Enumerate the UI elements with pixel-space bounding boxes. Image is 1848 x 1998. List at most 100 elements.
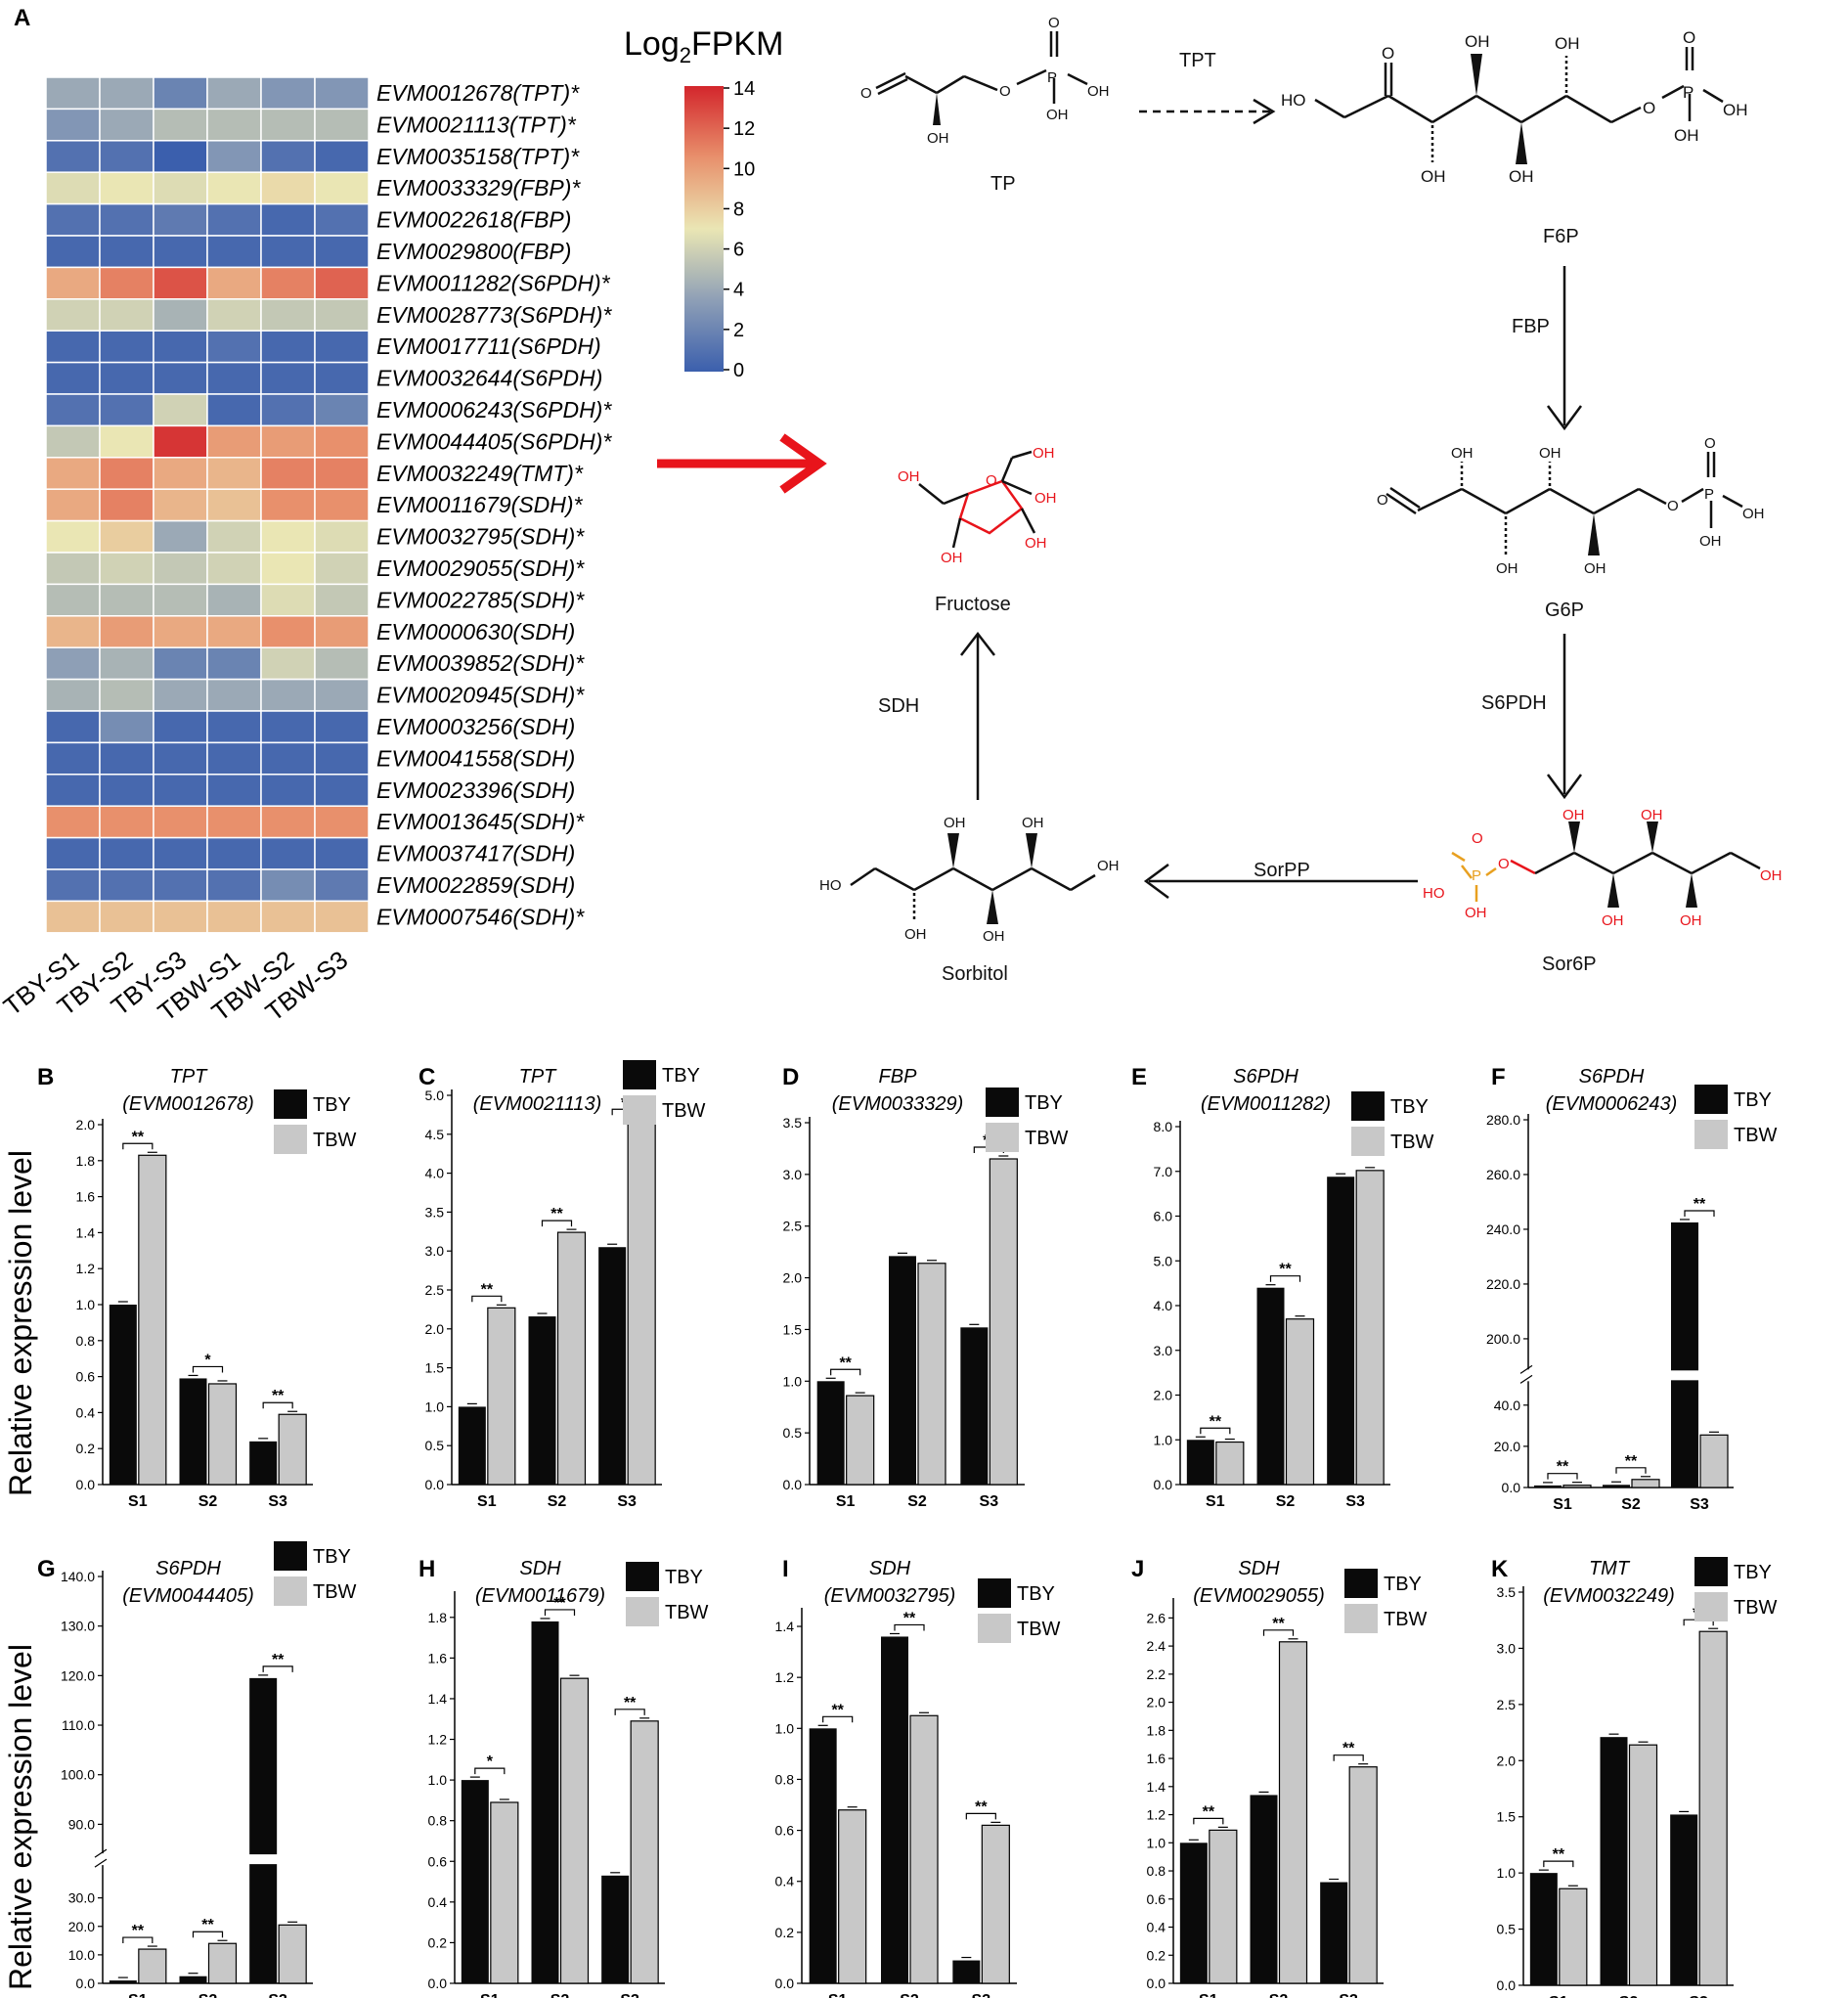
legend-label-tby: TBY: [665, 1567, 703, 1588]
heatmap-cell: [314, 646, 370, 681]
legend-label-tbw: TBW: [1025, 1128, 1069, 1149]
y-tick-label: 200.0: [1486, 1331, 1520, 1347]
bar-tby: [816, 1381, 845, 1485]
bar-charts: B TPT (EVM0012678) 0.0 0.2 0.4 0.6 0.8 1.0 1.2 1.4…: [37, 1060, 1778, 1998]
atom-oh: OH: [1742, 506, 1765, 522]
y-tick-label: 1.4: [76, 1224, 96, 1240]
heatmap-cell: [45, 76, 101, 111]
x-tick-label: S3: [268, 1992, 287, 1998]
heatmap-cell: [99, 488, 154, 522]
heatmap-cell: [99, 868, 154, 903]
heatmap-cell: [45, 330, 101, 364]
heatmap-cell: [153, 488, 208, 522]
heatmap-cell: [314, 900, 370, 934]
atom-oh: OH: [1033, 445, 1055, 462]
heatmap-cell: [260, 710, 316, 744]
bar-tby: [952, 1960, 981, 1983]
heatmap-cell: [153, 298, 208, 332]
heatmap-cell: [45, 900, 101, 934]
y-tick-label: 0.8: [76, 1333, 96, 1349]
bar-tbw: [989, 1158, 1018, 1486]
colorbar-ticks: 14 12 10 8 6 4 2 0: [724, 78, 755, 381]
x-tick-label: S3: [1689, 1994, 1708, 1998]
y-tick-label: 1.5: [783, 1321, 803, 1337]
atom-oh: OH: [1723, 101, 1748, 119]
heatmap-cell: [153, 710, 208, 744]
x-tick-label: S3: [1690, 1496, 1709, 1513]
heatmap-cell: [260, 108, 316, 142]
compound-fructose: Fructose: [935, 594, 1011, 615]
legend-label-tby: TBY: [662, 1065, 700, 1087]
legend-swatch-tby: [986, 1088, 1019, 1117]
y-tick-label: 0.2: [76, 1441, 96, 1456]
bar-tby: [461, 1780, 489, 1983]
heatmap-cell: [260, 140, 316, 173]
atom-o: O: [1643, 99, 1655, 117]
heatmap-cell: [260, 76, 316, 111]
heatmap-cell: [314, 519, 370, 554]
heatmap-cell: [314, 741, 370, 776]
heatmap-cell: [153, 900, 208, 934]
heatmap-cell: [314, 583, 370, 617]
heatmap-cell: [45, 774, 101, 807]
y-tick-label: 2.5: [1497, 1697, 1517, 1712]
atom-oh: OH: [1680, 912, 1702, 929]
heatmap-gene-label: EVM0033329(FBP)*: [376, 175, 581, 200]
y-tick-label: 1.2: [1147, 1807, 1166, 1823]
significance-label: **: [1557, 1459, 1569, 1476]
bar-tby: [179, 1976, 207, 1983]
significance-bracket: [541, 1220, 573, 1227]
significance-bracket: [1684, 1210, 1715, 1217]
heatmap-cell: [99, 646, 154, 681]
atom-p: P: [1683, 83, 1694, 102]
atom-oh: OH: [1496, 560, 1518, 577]
x-tick-label: S2: [1619, 1994, 1639, 1998]
heatmap-gene-label: EVM0022618(FBP): [376, 207, 571, 233]
heatmap-gene-label: EVM0037417(SDH): [376, 841, 575, 866]
heatmap-cell: [206, 235, 262, 269]
y-tick-label: 240.0: [1486, 1221, 1520, 1237]
enzyme-tpt: TPT: [1179, 50, 1216, 71]
bar-chart-k: K TMT (EVM0032249) 0.0 0.5 1.0 1.5 2.0 2.5 3.0 3.5…: [1491, 1556, 1778, 1998]
heatmap-cell: [260, 457, 316, 490]
legend-swatch-tbw: [978, 1614, 1011, 1643]
colorbar: [684, 86, 724, 372]
x-tick-label: S2: [1276, 1493, 1296, 1510]
bar-tbw: [138, 1154, 167, 1486]
bar-tby: [1600, 1737, 1628, 1985]
heatmap-cell: [260, 678, 316, 712]
significance-bracket: [614, 1709, 645, 1715]
legend-swatch-tbw: [1694, 1120, 1728, 1149]
heatmap-row-labels: EVM0012678(TPT)* EVM0021113(TPT)* EVM00351…: [376, 80, 612, 929]
heatmap-cell: [260, 615, 316, 648]
bar-tbw: [278, 1413, 307, 1486]
legend-label-tby: TBY: [313, 1094, 351, 1116]
y-tick-label: 10.0: [68, 1947, 95, 1963]
sor6p-structure: [1451, 821, 1761, 908]
enzyme-sdh: SDH: [878, 695, 919, 717]
bar-tby: [1603, 1485, 1630, 1487]
heatmap-cell: [260, 393, 316, 427]
legend-swatch-tbw: [274, 1576, 307, 1606]
legend-label-tby: TBY: [1025, 1092, 1063, 1114]
y-tick-label: 2.6: [1147, 1610, 1166, 1625]
bar-tby: [881, 1636, 908, 1983]
atom-oh: OH: [1641, 807, 1663, 823]
axis-break-mark: [94, 1858, 108, 1868]
y-tick-label: 220.0: [1486, 1276, 1520, 1292]
y-tick-label: 2.5: [425, 1282, 445, 1298]
heatmap-cell: [260, 805, 316, 839]
atom-oh: OH: [1699, 533, 1722, 550]
significance-label: **: [1272, 1616, 1285, 1632]
heatmap-cell: [45, 805, 101, 839]
y-tick-label: 1.8: [1147, 1722, 1166, 1738]
colorbar-tick-label: 8: [733, 199, 744, 220]
legend-swatch-tby: [1344, 1569, 1378, 1598]
bar-chart-d: D FBP (EVM0033329) 0.0 0.5 1.0 1.5 2.0 2.5 3.0 3.5…: [782, 1064, 1069, 1510]
x-tick-label: S3: [268, 1493, 287, 1510]
heatmap-gene-label: EVM0022785(SDH)*: [376, 587, 585, 612]
heatmap-cell: [153, 646, 208, 681]
y-tick-label: 0.0: [775, 1976, 795, 1991]
bar-tby: [1534, 1485, 1562, 1487]
panel-label: D: [782, 1064, 799, 1090]
